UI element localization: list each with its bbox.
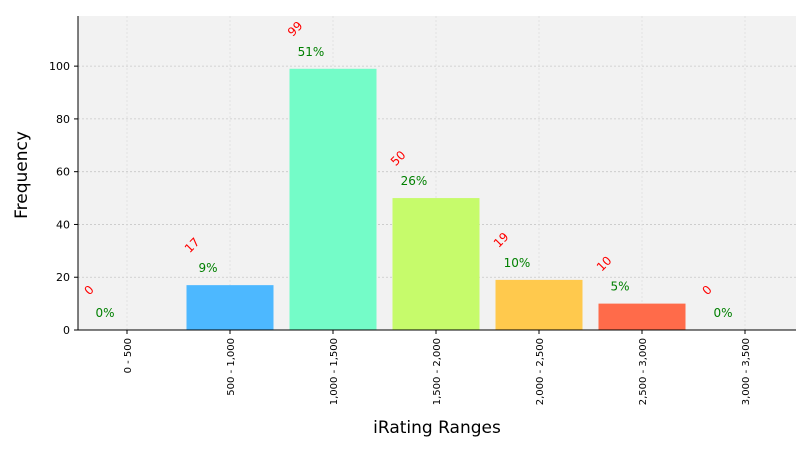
x-axis-title: iRating Ranges (373, 418, 501, 438)
y-tick-label: 0 (63, 324, 70, 337)
y-tick-label: 20 (56, 271, 70, 284)
x-ticks: 0 - 500 500 - 1,000 1,000 - 1,500 1,500 - 2… (123, 330, 752, 405)
y-axis-title: Frequency (12, 131, 32, 219)
bar (289, 68, 377, 331)
x-tick-label: 2,500 - 3,000 (638, 338, 649, 405)
x-tick-label: 1,000 - 1,500 (329, 338, 340, 405)
y-tick-label: 60 (56, 166, 70, 179)
x-tick-label: 0 - 500 (123, 338, 134, 373)
x-tick-label: 500 - 1,000 (226, 338, 237, 396)
percent-label: 51% (298, 45, 325, 59)
percent-label: 10% (504, 256, 531, 270)
x-tick-label: 1,500 - 2,000 (432, 338, 443, 405)
percent-label: 5% (610, 280, 629, 294)
bar (495, 279, 583, 330)
bar (598, 303, 686, 330)
bar (392, 198, 480, 330)
y-tick-label: 100 (49, 60, 70, 73)
x-tick-label: 3,000 - 3,500 (741, 338, 752, 405)
bars (186, 68, 686, 331)
y-tick-label: 80 (56, 113, 70, 126)
bar (186, 285, 274, 330)
percent-label: 9% (198, 261, 217, 275)
y-tick-label: 40 (56, 218, 70, 231)
percent-label: 0% (713, 306, 732, 320)
percent-label: 26% (401, 174, 428, 188)
x-tick-label: 2,000 - 2,500 (535, 338, 546, 405)
y-ticks: 0 20 40 60 80 100 (49, 60, 78, 337)
percent-label: 0% (95, 306, 114, 320)
